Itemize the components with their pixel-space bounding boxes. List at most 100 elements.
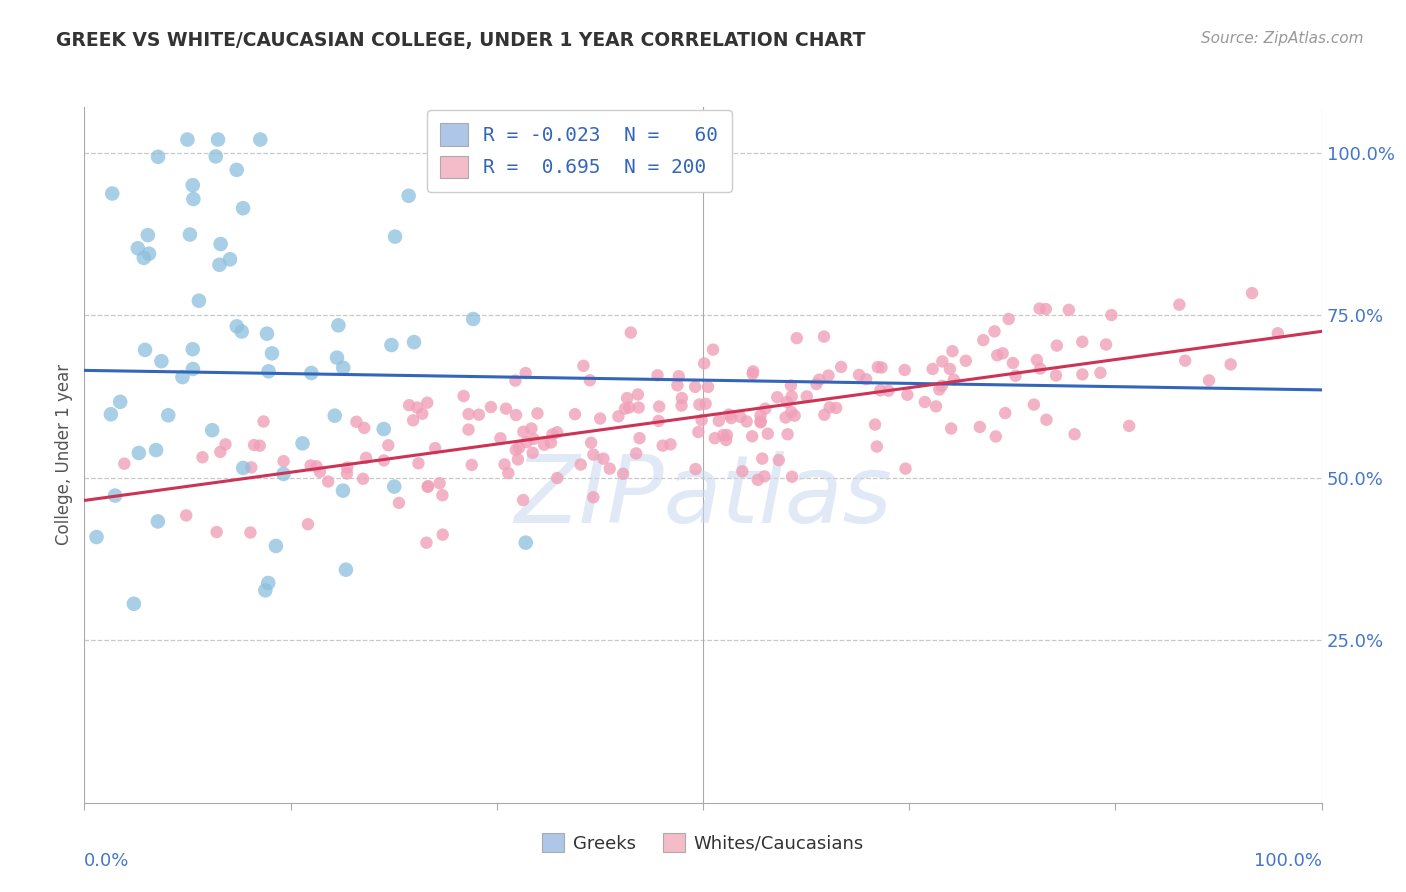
Point [751,451,773,466]
Point [1071,368,1094,382]
Point [741,429,763,443]
Point [1099,308,1122,322]
Point [939,362,962,376]
Text: 0.0%: 0.0% [84,852,129,870]
Point [894,461,917,475]
Point [569,458,592,472]
Point [256,326,278,341]
Point [614,401,637,416]
Point [127,241,149,255]
Point [297,517,319,532]
Point [651,439,673,453]
Point [86,530,108,544]
Point [457,423,479,437]
Point [806,377,828,392]
Point [848,368,870,382]
Point [205,524,228,539]
Point [432,527,454,541]
Point [308,465,330,479]
Point [183,192,205,206]
Point [1022,398,1045,412]
Point [749,416,772,430]
Point [494,458,516,472]
Point [541,427,564,442]
Point [429,476,451,491]
Point [627,387,650,401]
Point [328,318,350,333]
Point [453,389,475,403]
Point [546,425,568,440]
Point [941,344,963,359]
Point [1168,298,1191,312]
Point [866,440,889,454]
Point [893,363,915,377]
Point [628,431,651,445]
Point [326,351,349,365]
Point [1001,356,1024,370]
Text: 100.0%: 100.0% [1254,852,1322,870]
Point [818,401,841,415]
Point [780,469,803,483]
Point [415,535,437,549]
Point [747,473,769,487]
Point [668,369,690,384]
Point [191,450,214,465]
Point [540,435,562,450]
Point [972,333,994,347]
Point [1004,368,1026,383]
Point [817,368,839,383]
Point [866,360,889,375]
Point [402,413,425,427]
Point [335,563,357,577]
Point [299,366,322,380]
Point [994,406,1017,420]
Point [607,409,630,424]
Point [582,490,605,504]
Point [515,366,537,380]
Point [1063,427,1085,442]
Point [418,479,440,493]
Point [232,461,254,475]
Point [398,398,420,412]
Point [243,438,266,452]
Point [741,367,763,381]
Point [526,406,548,420]
Point [100,407,122,421]
Point [714,433,737,447]
Point [181,362,204,376]
Point [108,394,131,409]
Point [983,324,1005,338]
Point [214,437,236,451]
Point [780,389,803,403]
Text: GREEK VS WHITE/CAUCASIAN COLLEGE, UNDER 1 YEAR CORRELATION CHART: GREEK VS WHITE/CAUCASIAN COLLEGE, UNDER … [56,31,866,50]
Point [863,417,886,432]
Point [780,405,803,419]
Point [813,408,835,422]
Point [783,409,806,423]
Point [181,178,204,193]
Point [252,415,274,429]
Point [254,583,277,598]
Point [505,374,527,388]
Point [870,360,893,375]
Point [240,460,263,475]
Point [1219,357,1241,371]
Point [176,132,198,146]
Point [796,389,818,403]
Point [305,459,328,474]
Point [157,409,180,423]
Y-axis label: College, Under 1 year: College, Under 1 year [55,364,73,546]
Point [690,413,713,427]
Point [239,525,262,540]
Point [249,439,271,453]
Point [697,380,720,394]
Point [711,428,734,442]
Point [207,132,229,146]
Point [1035,413,1057,427]
Point [398,188,420,202]
Point [1241,286,1264,301]
Point [776,427,799,442]
Point [172,370,194,384]
Point [122,597,145,611]
Point [779,378,801,392]
